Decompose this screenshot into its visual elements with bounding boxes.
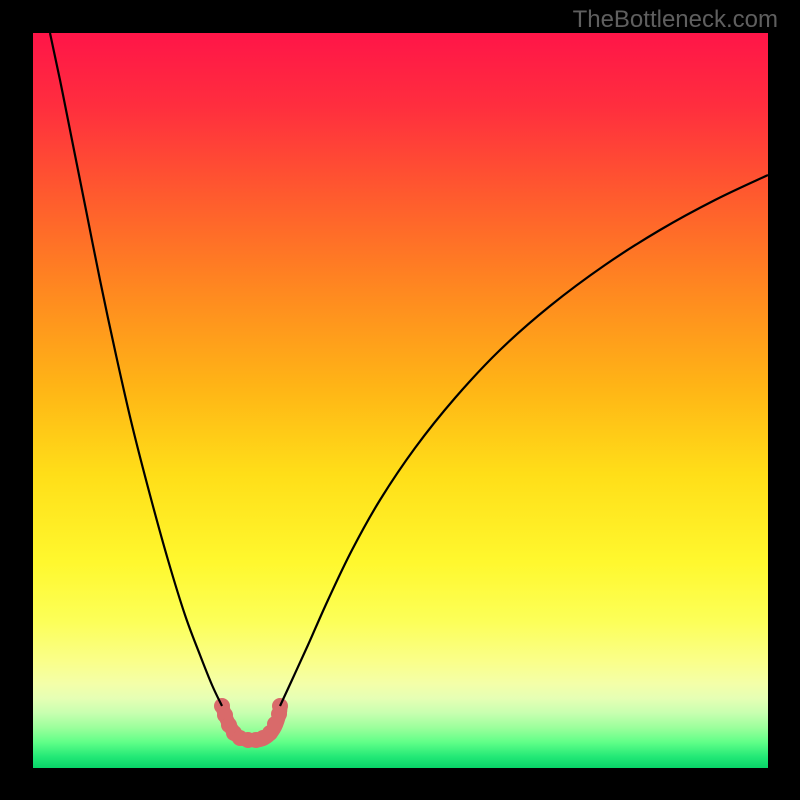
bottleneck-curve-chart <box>33 33 768 768</box>
watermark-text: TheBottleneck.com <box>573 6 778 34</box>
curve-right <box>280 175 768 706</box>
curve-left <box>50 33 222 706</box>
plot-frame <box>33 33 768 768</box>
